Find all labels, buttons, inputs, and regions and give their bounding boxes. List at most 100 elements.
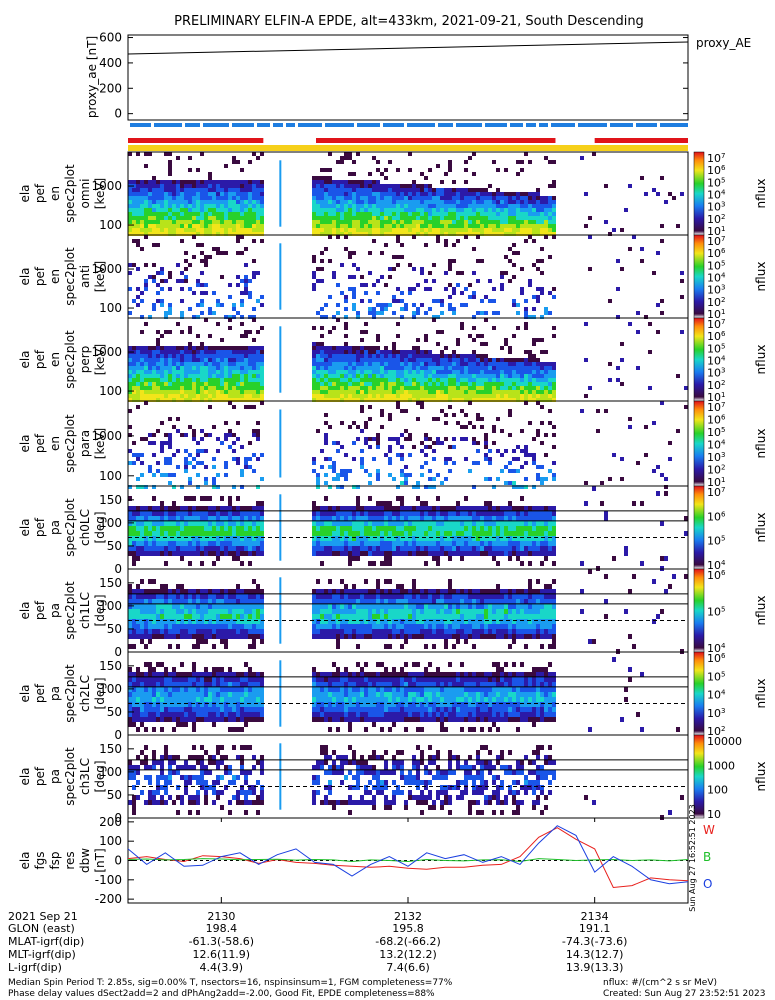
spectrogram-cell [340,541,344,546]
spectrogram-cell [532,453,536,457]
spectrogram-cell [440,409,444,413]
spectrogram-cell [444,243,448,247]
spectrogram-cell [444,477,448,481]
spectrogram-cell [536,401,540,405]
spectrogram-cell [428,445,432,449]
spectrogram-cell [392,370,396,374]
spectrogram-cell [440,200,444,204]
spectrogram-cell [196,220,200,224]
spectrogram-cell [144,164,148,168]
spectrogram-cell [408,208,412,212]
spectrogram-cell [348,255,352,259]
spectrogram-cell [160,516,164,521]
spectrogram-cell [348,251,352,255]
spectrogram-cell [328,259,332,263]
spectrogram-cell [220,196,224,200]
spectrogram-cell [144,220,148,224]
spectrogram-cell [244,330,248,334]
spectrogram-cell [132,358,136,362]
spectrogram-cell [236,358,240,362]
spectrogram-cell [388,561,392,566]
spectrogram-cell [484,232,488,236]
spectrogram-cell [224,216,228,220]
spectrogram-cell [500,212,504,216]
spectrogram-cell [236,386,240,390]
spectrogram-cell [208,350,212,354]
spectrogram-cell [536,200,540,204]
spectrogram-cell [132,609,136,614]
spectrogram-cell [448,164,452,168]
spectrogram-cell [216,378,220,382]
spectrogram-cell [528,394,532,398]
spectrogram-cell [256,212,260,216]
spectrogram-cell [248,279,252,283]
spectrogram-cell [256,526,260,531]
spectrogram-cell [136,526,140,531]
spectrogram-cell [320,378,324,382]
spectrogram-cell [240,366,244,370]
spectrogram-cell [540,291,544,295]
spectrogram-cell [528,204,532,208]
spectrogram-cell [152,216,156,220]
spectrogram-cell [400,224,404,228]
spectrogram-cell [316,506,320,511]
spectrogram-cell [460,425,464,429]
spectrogram-cell [492,521,496,526]
spectrogram-cell [208,196,212,200]
spectrogram-cell [184,370,188,374]
spectrogram-cell [160,501,164,506]
spectrogram-cell [172,358,176,362]
spectrogram-cell [516,326,520,330]
spectrogram-cell [380,511,384,516]
spectrogram-cell [524,453,528,457]
spectrogram-cell [144,614,148,619]
spectrogram-cell [180,188,184,192]
spectrogram-cell [364,208,368,212]
spectrogram-cell [196,386,200,390]
spectrogram-cell [436,496,440,501]
spectrogram-cell [236,160,240,164]
spectrogram-cell [256,188,260,192]
spectrogram-cell [548,255,552,259]
spectrogram-cell [184,192,188,196]
spectrogram-cell [372,521,376,526]
spectrogram-cell [156,366,160,370]
spectrogram-cell [408,196,412,200]
spectrogram-cell [156,394,160,398]
spectrogram-cell [408,378,412,382]
spectrogram-cell [228,531,232,536]
spectrogram-cell [216,449,220,453]
spectrogram-cell [500,511,504,516]
spectrogram-cell [404,437,408,441]
spectrogram-cell [352,378,356,382]
spectrogram-cell [144,322,148,326]
spectrogram-cell [404,192,408,196]
spectrogram-cell [332,326,336,330]
spectrogram-cell [144,546,148,551]
colorbar [693,485,705,570]
spectrogram-cell [400,511,404,516]
spectrogram-cell [188,604,192,609]
spectrogram-cell [496,366,500,370]
spectrogram-cell [368,511,372,516]
spectrogram-cell [528,279,532,283]
spectrogram-cell [516,511,520,516]
spectrogram-cell [668,457,672,461]
spectrogram-cell [140,216,144,220]
spectrogram-cell [212,358,216,362]
spectrogram-cell [180,433,184,437]
spectrogram-cell [484,398,488,402]
spectrogram-cell [180,184,184,188]
spectrogram-cell [548,536,552,541]
spectrogram-cell [504,168,508,172]
spectrogram-cell [148,346,152,350]
spectrogram-cell [172,453,176,457]
spectrogram-cell [508,469,512,473]
spectrogram-cell [508,501,512,506]
spectrogram-cell [152,208,156,212]
colorbar-tick-label: 103 [707,367,725,380]
spectrogram-cell [228,382,232,386]
spectrogram-cell [172,204,176,208]
spectrogram-cell [452,398,456,402]
spectrogram-cell [232,386,236,390]
